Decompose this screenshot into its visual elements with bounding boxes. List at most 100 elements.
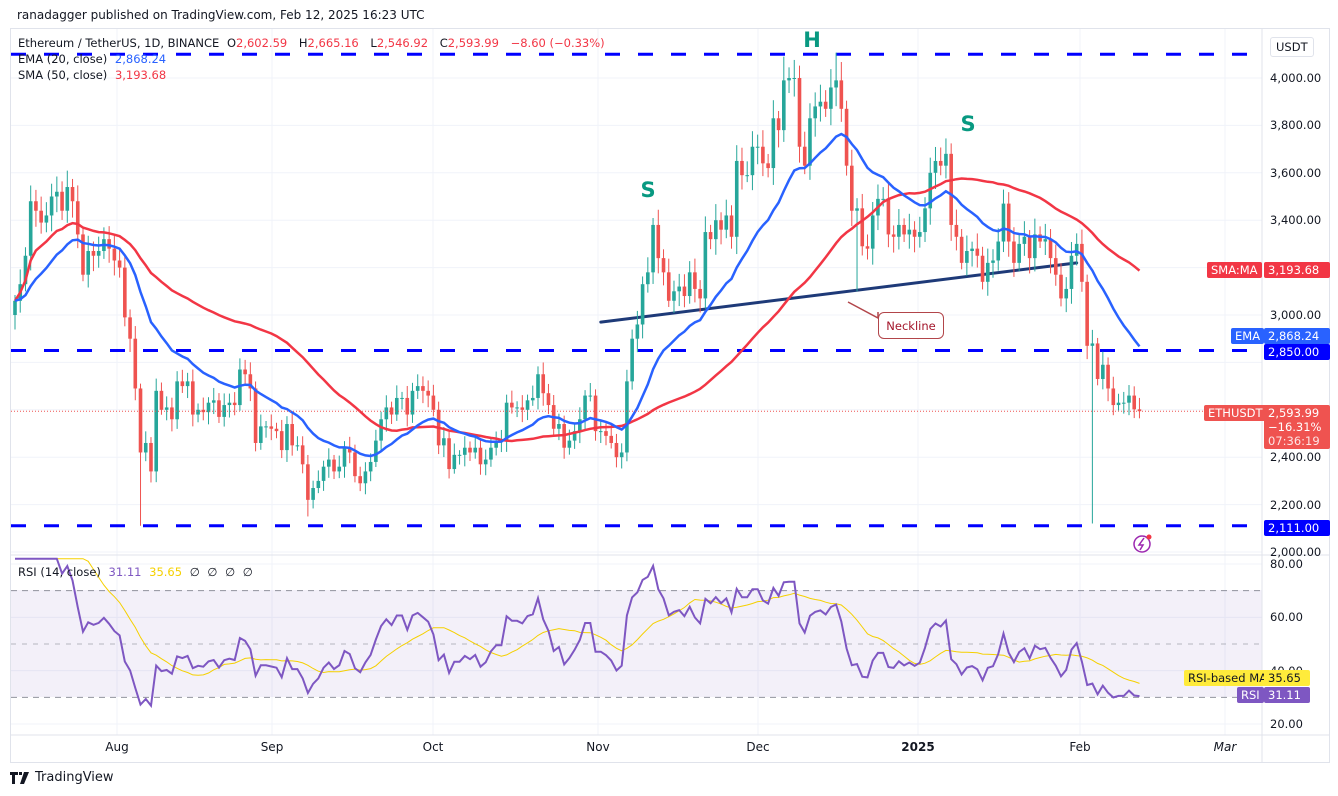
candle-body	[243, 369, 247, 375]
candle	[447, 431, 451, 479]
candle-body	[44, 215, 49, 223]
rsi-ma-line[interactable]	[15, 558, 1140, 684]
candle-body	[755, 146, 760, 148]
candle	[1064, 277, 1069, 313]
candle-body	[452, 454, 457, 470]
tradingview-logo[interactable]: TradingView	[10, 770, 114, 785]
ema-20-line[interactable]	[14, 132, 1141, 458]
candle	[510, 390, 514, 414]
candle-body	[541, 374, 546, 394]
symbol-legend[interactable]: Ethereum / TetherUS, 1D, BINANCE O2,602.…	[18, 36, 609, 50]
candle-body	[1006, 203, 1011, 242]
rsi-line[interactable]	[15, 557, 1140, 709]
candle-body	[138, 388, 143, 453]
rsi-legend[interactable]: RSI (14, close) 31.11 35.65 ∅ ∅ ∅ ∅	[18, 565, 257, 579]
candle-body	[588, 395, 593, 397]
candle-body	[818, 101, 823, 107]
candle-body	[734, 160, 739, 237]
candle-body	[81, 234, 85, 275]
candle	[991, 249, 995, 278]
rsi-empty-2: ∅	[225, 565, 236, 579]
candle	[834, 52, 838, 107]
flash-icon[interactable]	[1133, 534, 1152, 553]
open-label: O	[226, 36, 236, 50]
candle	[206, 397, 211, 425]
head-label[interactable]: H	[803, 28, 821, 52]
candle-body	[609, 435, 614, 443]
candle-body	[306, 464, 310, 500]
change-pct: −16.31%	[1268, 420, 1322, 434]
candle-body	[745, 175, 749, 177]
candle	[792, 59, 797, 97]
candle	[959, 229, 964, 270]
price-tick: 3,400.00	[1270, 213, 1322, 228]
candle	[379, 411, 383, 451]
candle	[651, 218, 655, 284]
neckline-callout[interactable]: Neckline	[878, 312, 944, 339]
candle-body	[1043, 239, 1048, 242]
candle	[1074, 233, 1079, 266]
rsi-empty-3: ∅	[242, 565, 253, 579]
candle	[327, 448, 331, 478]
candle	[776, 110, 781, 148]
candle-body	[985, 262, 990, 282]
candle-body	[661, 258, 666, 273]
candle-body	[928, 172, 933, 209]
candle-body	[546, 393, 551, 406]
candle	[442, 427, 446, 458]
candle	[23, 247, 28, 292]
candle-body	[300, 445, 305, 465]
ema-value: 2,868.24	[114, 52, 167, 66]
rsi-ma-value-tag: 35.65	[1264, 670, 1310, 686]
sma-legend[interactable]: SMA (50, close) 3,193.68	[18, 68, 170, 82]
ema-label: EMA (20, close)	[18, 52, 108, 66]
candle-body	[651, 224, 655, 273]
time-tick: Nov	[586, 740, 610, 754]
candle-body	[1033, 234, 1037, 259]
currency-button[interactable]: USDT	[1270, 37, 1314, 57]
candle-body	[342, 447, 347, 467]
candle-body	[714, 220, 718, 240]
candle	[358, 466, 362, 492]
neckline[interactable]	[599, 261, 1079, 324]
last-price: 2,593.99	[1268, 406, 1320, 420]
ema-value-tag: 2,868.24	[1264, 328, 1330, 344]
candle	[1059, 263, 1063, 307]
candle	[133, 326, 138, 401]
sma-value-tag: 3,193.68	[1264, 262, 1330, 278]
candle	[970, 241, 974, 267]
level-2111-tag: 2,111.00	[1264, 520, 1330, 536]
candle-body	[583, 395, 587, 420]
candle-body	[478, 447, 483, 465]
candle	[211, 387, 216, 415]
sma-value: 3,193.68	[114, 68, 167, 82]
right-shoulder-label[interactable]: S	[960, 112, 976, 136]
rsi-tick: 60.00	[1270, 610, 1303, 625]
rsi-label: RSI (14, close)	[18, 565, 101, 579]
candle-body	[368, 461, 373, 472]
candle	[578, 407, 582, 444]
left-shoulder-label[interactable]: S	[640, 178, 656, 202]
candle-body	[96, 251, 101, 256]
candle-body	[248, 374, 253, 389]
candle	[1111, 376, 1116, 416]
candle	[536, 366, 540, 410]
candle-body	[473, 447, 478, 453]
candle-body	[897, 224, 901, 237]
candle-body	[149, 442, 153, 472]
candle	[928, 157, 933, 225]
chart-frame	[10, 28, 1330, 763]
candle-body	[855, 208, 859, 211]
price-tick: 2,000.00	[1270, 545, 1322, 559]
candle-body	[227, 402, 232, 406]
high-label: H	[298, 36, 308, 50]
sma-50-line[interactable]	[13, 177, 1141, 443]
time-tick: Mar	[1213, 740, 1237, 754]
candle-body	[410, 390, 415, 415]
candle	[588, 382, 593, 402]
candle	[164, 396, 169, 421]
candle	[1137, 397, 1142, 419]
ema-legend[interactable]: EMA (20, close) 2,868.24	[18, 52, 170, 66]
candle-body	[771, 118, 776, 169]
